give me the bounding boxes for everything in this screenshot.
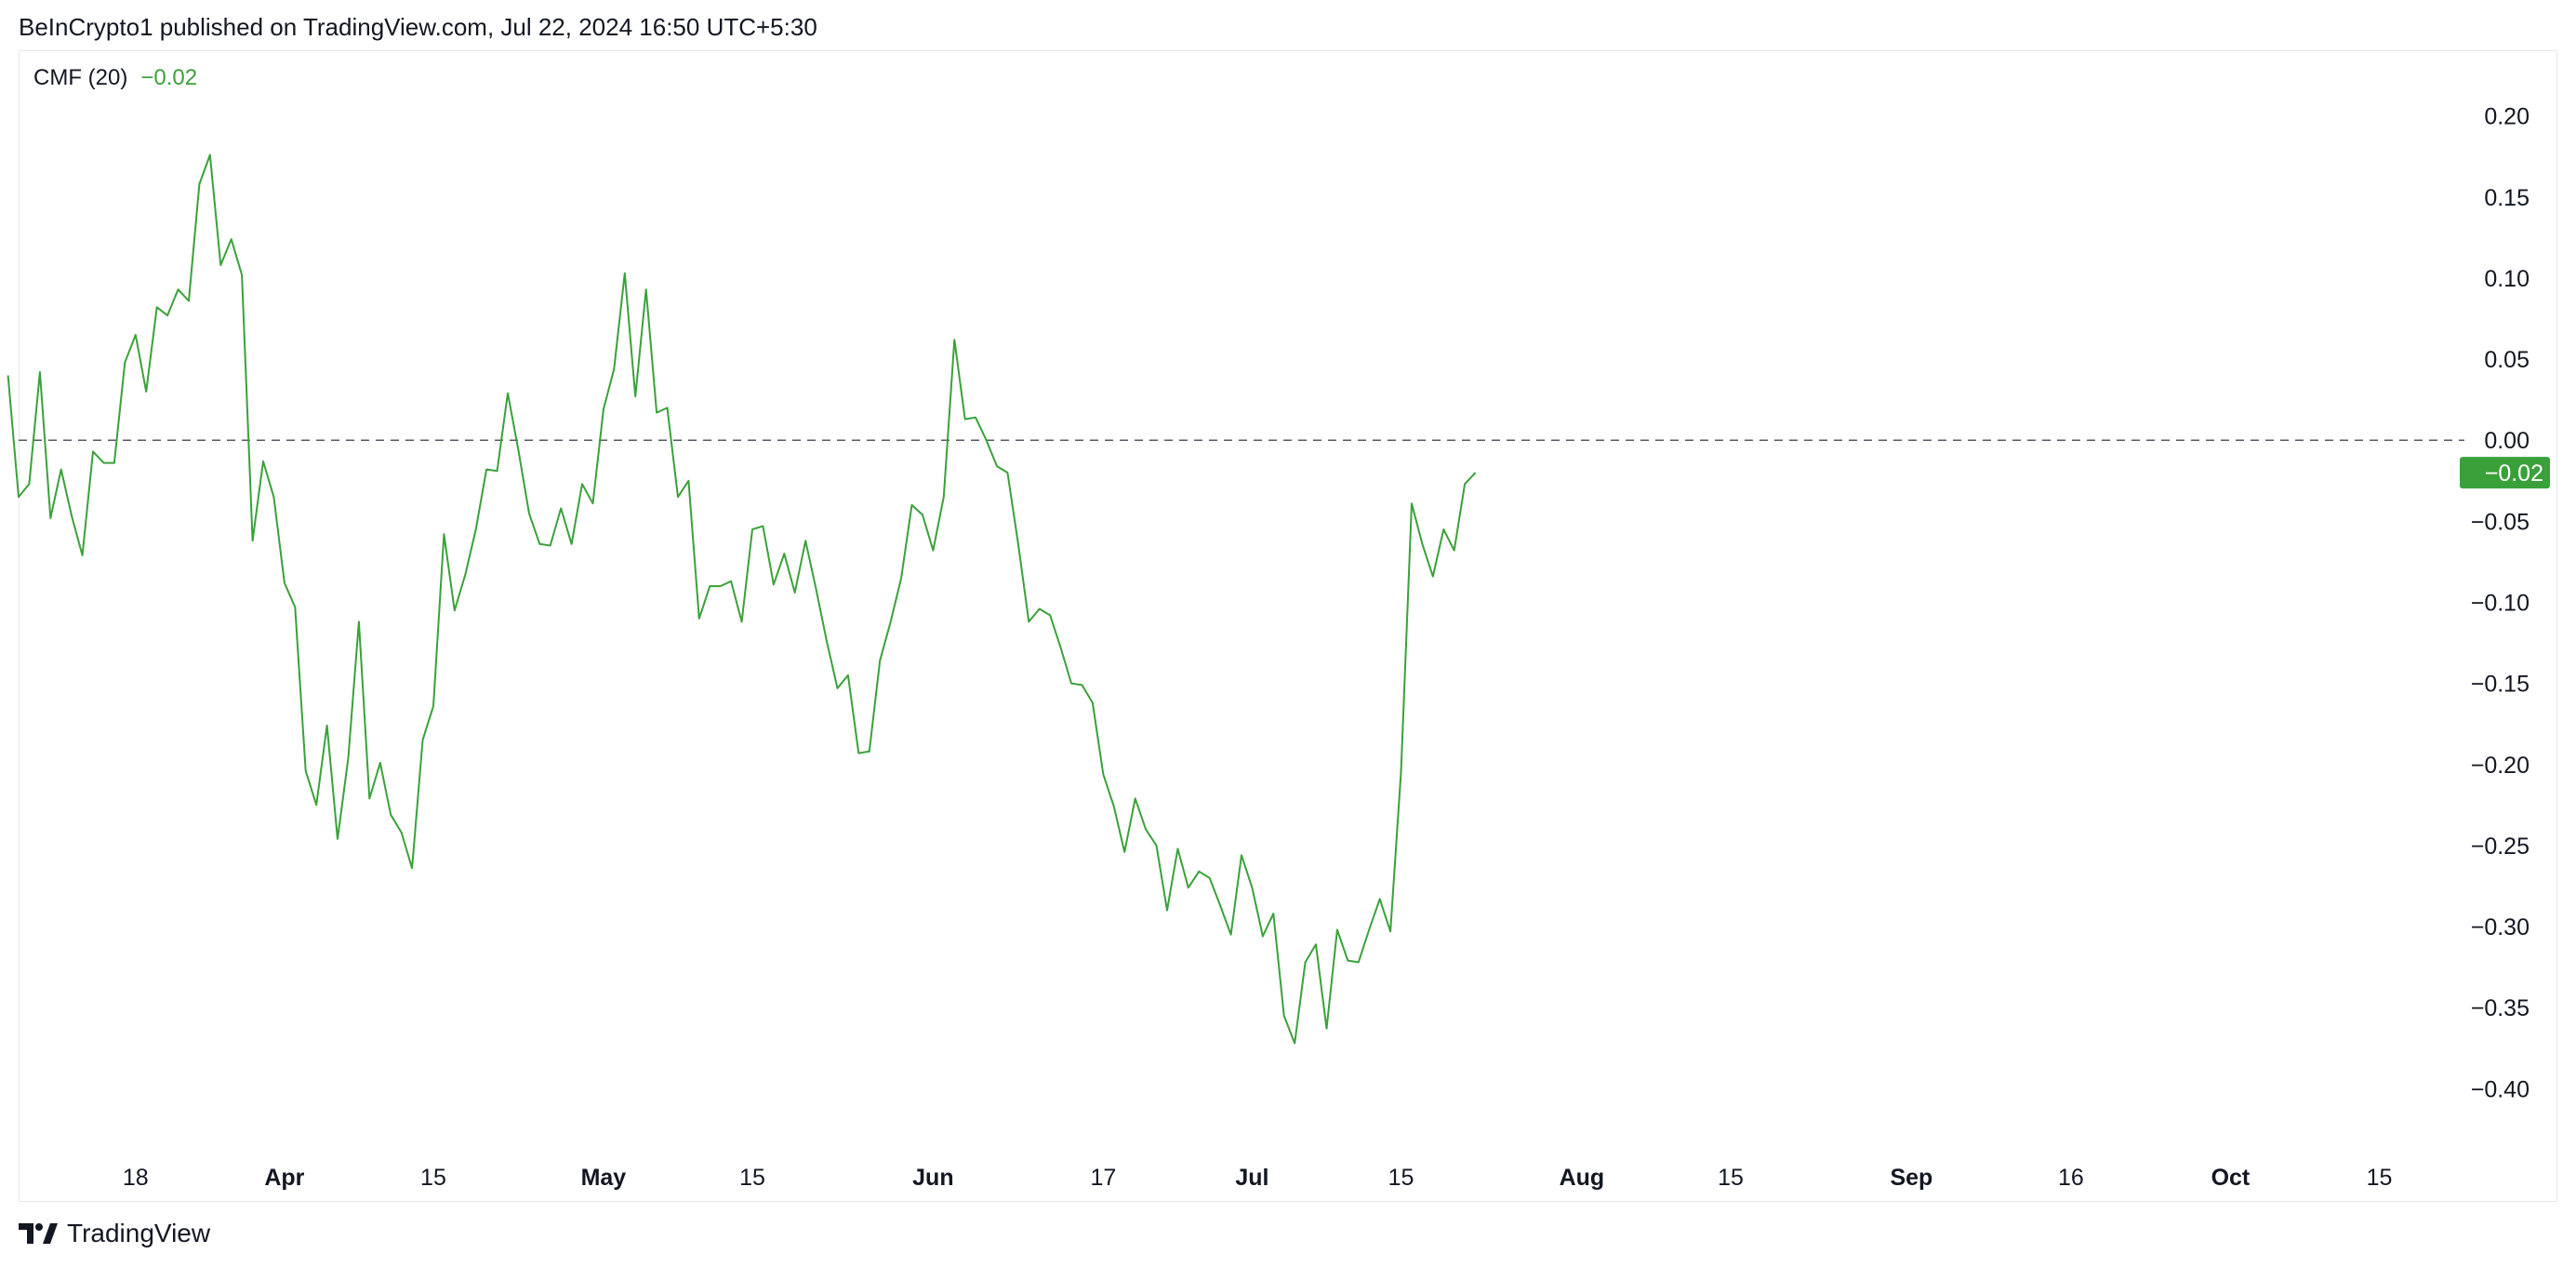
y-tick-label: −0.25 bbox=[2471, 834, 2530, 860]
x-tick-label: 15 bbox=[2367, 1165, 2393, 1191]
y-tick-label: 0.00 bbox=[2484, 428, 2530, 454]
x-tick-label: Sep bbox=[1890, 1165, 1932, 1191]
y-tick-label: −0.10 bbox=[2471, 591, 2530, 617]
legend-indicator-value: −0.02 bbox=[140, 65, 198, 90]
last-value-label: −0.02 bbox=[2485, 460, 2543, 487]
x-tick-label: Jul bbox=[1235, 1165, 1268, 1191]
x-tick-label: May bbox=[581, 1165, 627, 1191]
brand-name: TradingView bbox=[67, 1219, 211, 1247]
y-tick-label: −0.35 bbox=[2471, 995, 2530, 1021]
legend-indicator-name: CMF (20) bbox=[33, 65, 128, 90]
tradingview-logo-icon bbox=[19, 1223, 58, 1244]
y-tick-label: −0.20 bbox=[2471, 753, 2530, 779]
y-tick-label: −0.40 bbox=[2471, 1076, 2530, 1102]
publisher-caption: BeInCrypto1 published on TradingView.com… bbox=[19, 13, 817, 41]
y-tick-label: 0.15 bbox=[2484, 185, 2530, 211]
x-tick-label: Oct bbox=[2211, 1165, 2251, 1191]
last-value-badge bbox=[2460, 457, 2550, 489]
y-tick-label: −0.30 bbox=[2471, 914, 2530, 940]
x-tick-label: 17 bbox=[1090, 1165, 1116, 1191]
tradingview-brand[interactable]: TradingView bbox=[19, 1219, 210, 1248]
y-tick-label: 0.05 bbox=[2484, 347, 2530, 373]
x-tick-label: 16 bbox=[2058, 1165, 2084, 1191]
x-tick-label: Jun bbox=[912, 1165, 953, 1191]
indicator-legend[interactable]: CMF (20) −0.02 bbox=[33, 65, 197, 91]
chart-frame bbox=[19, 50, 2557, 1202]
y-tick-label: 0.10 bbox=[2484, 266, 2530, 292]
x-tick-label: Aug bbox=[1560, 1165, 1605, 1191]
x-tick-label: 15 bbox=[1718, 1165, 1744, 1191]
y-tick-label: 0.20 bbox=[2484, 104, 2530, 130]
x-tick-label: 15 bbox=[1388, 1165, 1414, 1191]
y-tick-label: −0.05 bbox=[2471, 509, 2530, 535]
x-tick-label: 15 bbox=[739, 1165, 765, 1191]
series-line-0 bbox=[7, 153, 1477, 1045]
y-tick-label: −0.15 bbox=[2471, 672, 2530, 698]
x-tick-label: Apr bbox=[264, 1165, 304, 1191]
x-tick-label: 15 bbox=[420, 1165, 446, 1191]
x-tick-label: 18 bbox=[123, 1165, 149, 1191]
